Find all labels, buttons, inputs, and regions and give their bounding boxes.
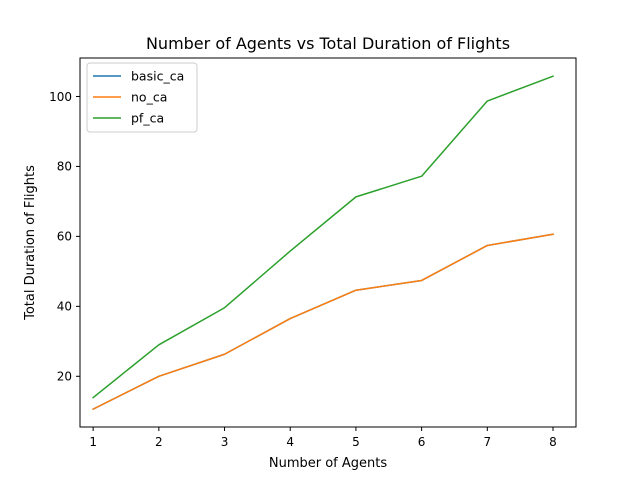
legend: basic_ca no_ca pf_ca	[86, 62, 198, 133]
plot-area-frame	[79, 57, 577, 428]
x-tick-label: 8	[549, 435, 557, 449]
y-tick-label: 40	[57, 300, 72, 314]
y-tick-label: 60	[57, 230, 72, 244]
series-line-no-ca	[92, 233, 554, 411]
x-tick-label: 1	[89, 435, 97, 449]
chart-title: Number of Agents vs Total Duration of Fl…	[146, 34, 510, 53]
x-tick-label: 6	[418, 435, 426, 449]
y-axis-ticks: 20 40 60 80 100	[49, 90, 80, 384]
x-tick-label: 4	[286, 435, 294, 449]
legend-label-pf-ca: pf_ca	[131, 111, 164, 126]
legend-label-no-ca: no_ca	[131, 90, 167, 105]
series-lines	[92, 75, 554, 411]
x-tick-label: 5	[352, 435, 360, 449]
y-tick-label: 80	[57, 160, 72, 174]
legend-box	[86, 62, 198, 133]
x-tick-label: 7	[483, 435, 491, 449]
x-tick-label: 2	[155, 435, 163, 449]
series-line-pf-ca	[92, 75, 554, 399]
x-axis-label: Number of Agents	[269, 456, 387, 471]
y-tick-label: 20	[57, 370, 72, 384]
series-line-basic-ca	[92, 233, 554, 411]
x-axis-ticks: 1 2 3 4 5 6 7 8	[89, 427, 557, 449]
x-tick-label: 3	[221, 435, 229, 449]
y-tick-label: 100	[49, 90, 72, 104]
legend-label-basic-ca: basic_ca	[131, 69, 184, 84]
y-axis-label: Total Duration of Flights	[23, 165, 38, 321]
